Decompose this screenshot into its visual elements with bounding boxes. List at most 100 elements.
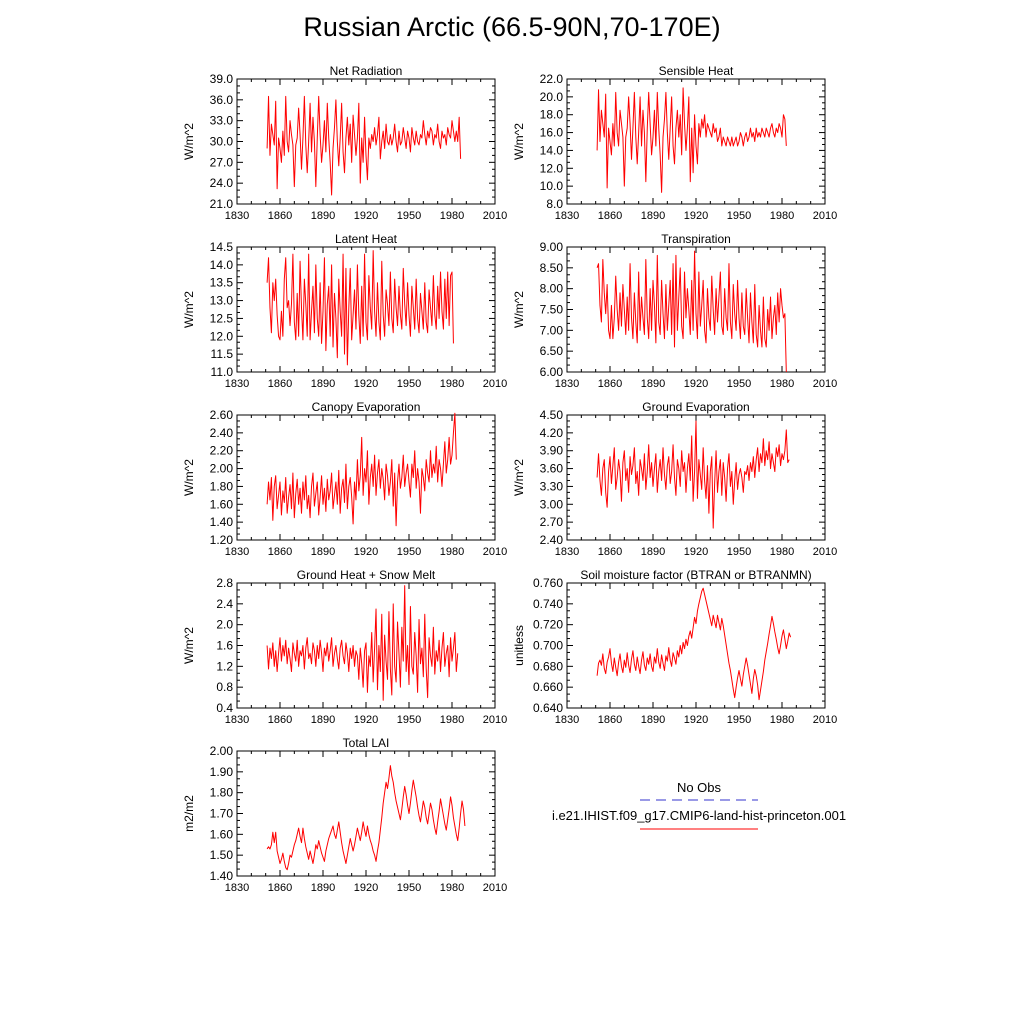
x-tick-label: 1830 [225,714,249,726]
y-tick-label: 0.660 [533,680,563,694]
panel-title: Total LAI [343,736,390,750]
y-tick-label: 1.20 [210,533,234,547]
x-tick-label: 1920 [354,546,378,558]
x-tick-label: 1830 [225,882,249,894]
x-tick-label: 1890 [311,714,335,726]
y-tick-label: 1.60 [210,827,234,841]
x-tick-label: 1950 [397,210,421,222]
x-tick-label: 1920 [684,210,708,222]
x-tick-label: 1860 [268,882,292,894]
y-tick-label: 1.80 [210,786,234,800]
x-tick-label: 1950 [397,378,421,390]
series-line-net-radiation [266,95,462,196]
y-tick-label: 1.40 [210,869,234,883]
x-tick-label: 1950 [727,378,751,390]
y-tick-label: 8.50 [540,261,564,275]
x-tick-label: 1980 [770,546,794,558]
chart-panel-net-radiation: Net Radiation W/m^2 1830 1860 1890 1920 1950 19… [182,64,507,222]
y-tick-label: 22.0 [540,72,564,86]
y-tick-label: 1.70 [210,807,234,821]
x-tick-label: 2010 [813,210,837,222]
x-tick-label: 1890 [311,210,335,222]
x-tick-label: 1920 [354,378,378,390]
x-tick-label: 1920 [684,546,708,558]
y-tick-label: 1.80 [210,479,234,493]
y-tick-label: 1.90 [210,765,234,779]
y-tick-label: 0.4 [216,701,233,715]
x-tick-label: 1830 [555,378,579,390]
y-tick-label: 8.00 [540,282,564,296]
series-line-ground-heat-snow-melt [266,585,459,701]
y-tick-label: 10.0 [540,179,564,193]
y-tick-label: 2.70 [540,515,564,529]
x-tick-label: 1860 [598,546,622,558]
series-line-total-lai [266,765,466,871]
x-tick-label: 1890 [311,882,335,894]
y-tick-label: 0.700 [533,639,563,653]
x-tick-label: 1920 [354,210,378,222]
panel-title: Ground Heat + Snow Melt [297,568,436,582]
y-tick-label: 0.680 [533,659,563,673]
x-tick-label: 1920 [354,714,378,726]
y-axis-label: W/m^2 [512,459,526,496]
y-tick-label: 20.0 [540,90,564,104]
y-tick-label: 2.20 [210,444,234,458]
x-tick-label: 1980 [440,210,464,222]
x-tick-label: 2010 [483,714,507,726]
y-tick-label: 9.00 [540,240,564,254]
panel-title: Net Radiation [330,64,403,78]
y-tick-label: 0.760 [533,576,563,590]
x-tick-label: 2010 [813,546,837,558]
y-tick-label: 0.640 [533,701,563,715]
x-tick-label: 1830 [225,378,249,390]
series-line-transpiration [596,250,787,373]
y-tick-label: 1.40 [210,515,234,529]
x-tick-label: 1950 [727,546,751,558]
plot-frame [236,750,496,877]
y-tick-label: 1.60 [210,497,234,511]
y-tick-label: 0.720 [533,618,563,632]
x-tick-label: 1860 [268,546,292,558]
x-tick-label: 2010 [483,882,507,894]
x-tick-label: 1860 [268,210,292,222]
y-tick-label: 3.90 [540,444,564,458]
x-tick-label: 1950 [397,714,421,726]
x-tick-label: 1920 [354,882,378,894]
series-line-latent-heat [266,250,454,366]
x-tick-label: 1860 [598,714,622,726]
y-axis-label: W/m^2 [182,291,196,328]
y-tick-label: 0.8 [216,680,233,694]
x-tick-label: 1890 [641,210,665,222]
legend-model-label: i.e21.IHIST.f09_g17.CMIP6-land-hist-prin… [552,808,846,823]
x-tick-label: 1980 [770,210,794,222]
legend-obs-label: No Obs [677,780,722,795]
y-axis-label: W/m^2 [182,459,196,496]
series-line-ground-evaporation [596,420,790,529]
y-tick-label: 39.0 [210,72,234,86]
y-tick-label: 1.2 [216,659,233,673]
y-axis-label: W/m^2 [182,123,196,160]
y-tick-label: 12.0 [210,329,234,343]
panel-title: Latent Heat [335,232,398,246]
x-tick-label: 1950 [397,546,421,558]
x-tick-label: 1980 [440,882,464,894]
y-tick-label: 2.00 [210,744,234,758]
y-tick-label: 14.5 [210,240,234,254]
y-axis-label: m2/m2 [182,795,196,832]
x-tick-label: 2010 [813,378,837,390]
y-tick-label: 4.20 [540,426,564,440]
series-line-sensible-heat [596,87,787,193]
y-tick-label: 18.0 [540,108,564,122]
x-tick-label: 1980 [770,714,794,726]
y-tick-label: 2.40 [540,533,564,547]
panel-title: Sensible Heat [659,64,734,78]
y-tick-label: 3.30 [540,479,564,493]
x-tick-label: 1860 [268,714,292,726]
x-tick-label: 1890 [641,714,665,726]
y-tick-label: 27.0 [210,155,234,169]
x-tick-label: 1890 [311,378,335,390]
y-tick-label: 21.0 [210,197,234,211]
y-tick-label: 3.60 [540,462,564,476]
x-tick-label: 1860 [598,378,622,390]
panel-title: Canopy Evaporation [312,400,421,414]
